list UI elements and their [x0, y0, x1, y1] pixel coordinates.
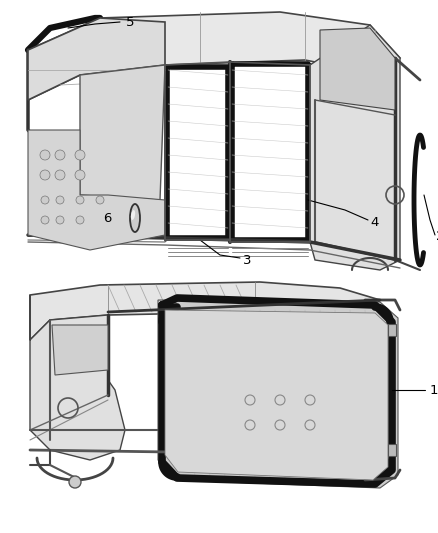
Circle shape	[40, 150, 50, 160]
Polygon shape	[30, 295, 125, 460]
Circle shape	[56, 196, 64, 204]
Polygon shape	[80, 65, 165, 200]
Ellipse shape	[130, 204, 140, 232]
Text: 1: 1	[430, 384, 438, 397]
Text: 4: 4	[370, 215, 378, 229]
Circle shape	[76, 196, 84, 204]
Circle shape	[40, 170, 50, 180]
FancyBboxPatch shape	[388, 324, 396, 336]
Polygon shape	[310, 25, 400, 270]
Polygon shape	[158, 300, 398, 488]
Text: 5: 5	[126, 15, 134, 28]
Polygon shape	[30, 282, 380, 340]
Circle shape	[56, 216, 64, 224]
Polygon shape	[28, 130, 165, 250]
Polygon shape	[28, 18, 165, 100]
Circle shape	[76, 216, 84, 224]
Text: 2: 2	[436, 230, 438, 244]
Circle shape	[41, 196, 49, 204]
Text: 6: 6	[104, 212, 112, 224]
Circle shape	[55, 150, 65, 160]
Circle shape	[69, 476, 81, 488]
Ellipse shape	[131, 210, 135, 220]
Polygon shape	[28, 12, 400, 100]
Circle shape	[96, 196, 104, 204]
Polygon shape	[165, 310, 388, 480]
Polygon shape	[320, 28, 395, 110]
FancyBboxPatch shape	[388, 444, 396, 456]
Circle shape	[75, 150, 85, 160]
Polygon shape	[52, 325, 108, 375]
Circle shape	[41, 216, 49, 224]
Circle shape	[55, 170, 65, 180]
Text: 3: 3	[243, 254, 251, 266]
Circle shape	[75, 170, 85, 180]
